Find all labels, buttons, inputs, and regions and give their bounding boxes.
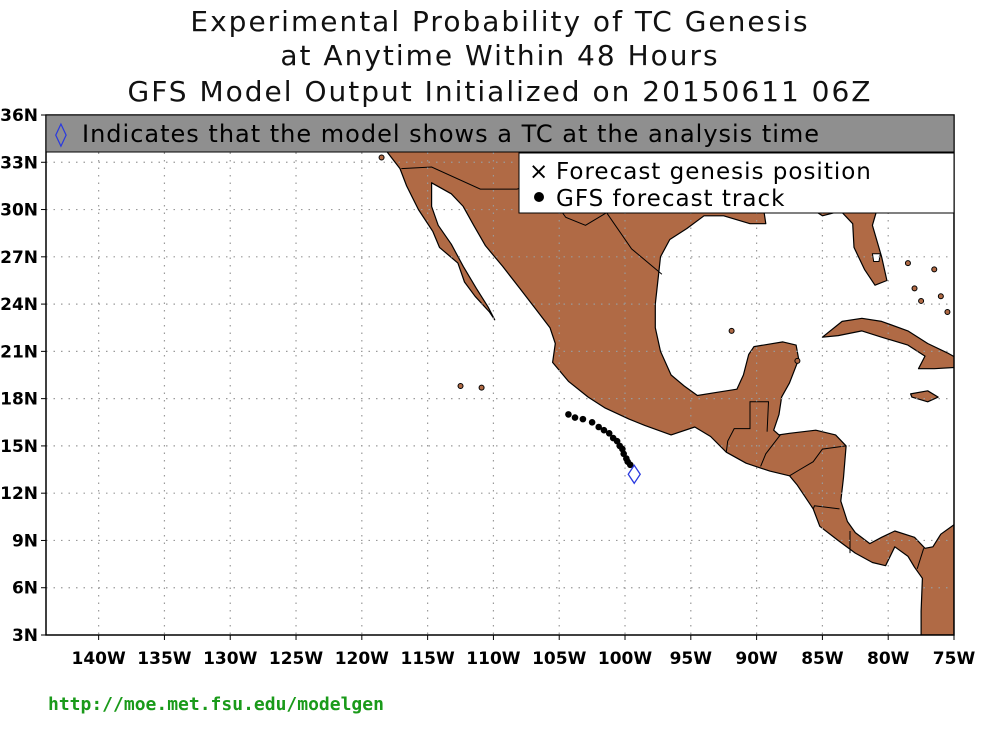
lon-tick-label: 120W <box>335 649 389 669</box>
cuba-island <box>821 317 954 370</box>
small-island-9 <box>478 384 485 391</box>
forecast-track-layer <box>565 411 642 485</box>
small-island-6 <box>378 154 385 161</box>
lon-tick-label: 105W <box>532 649 586 669</box>
lon-tick-label: 90W <box>735 649 778 669</box>
track-point <box>579 415 587 423</box>
lon-tick-label: 135W <box>137 649 191 669</box>
small-island-3 <box>944 308 951 315</box>
longitude-labels: 140W 135W 130W 125W 120W 115W 110W 105W 100W 95W 9… <box>72 635 976 669</box>
border-line-6 <box>916 548 925 569</box>
lon-tick-label: 125W <box>269 649 323 669</box>
legend-track-label: GFS forecast track <box>556 186 785 212</box>
source-url-link[interactable]: http://moe.met.fsu.edu/modelgen <box>48 694 384 715</box>
lat-tick-label: 27N <box>0 248 38 268</box>
small-island-10 <box>794 357 801 364</box>
track-point <box>565 411 572 418</box>
lat-tick-label: 21N <box>0 342 38 362</box>
diamond-icon: ◊ <box>55 120 68 148</box>
small-island-2 <box>937 293 944 300</box>
map-figure: ◊ Indicates that the model shows a TC at… <box>0 106 1000 669</box>
hispaniola-island <box>959 367 1000 402</box>
small-island-8 <box>457 383 464 390</box>
lat-tick-label: 6N <box>12 579 38 599</box>
track-point <box>600 426 608 434</box>
latitude-labels: 36N 33N 30N 27N 24N 21N 18N 15N 12N 9N 6N 3N <box>0 106 46 646</box>
title-line-3: GFS Model Output Initialized on 20150611… <box>127 75 873 108</box>
small-island-1 <box>918 297 925 304</box>
lat-tick-label: 33N <box>0 153 38 173</box>
north-america-landmass <box>341 115 954 635</box>
banner-text: Indicates that the model shows a TC at t… <box>82 120 820 148</box>
track-point <box>605 430 613 437</box>
lat-tick-label: 30N <box>0 201 38 221</box>
track-point <box>588 418 596 426</box>
border-line-1 <box>725 401 770 453</box>
track-point <box>626 461 634 469</box>
lon-tick-label: 130W <box>203 649 257 669</box>
small-island-0 <box>911 285 918 292</box>
small-island-5 <box>931 266 938 273</box>
track-point <box>595 423 602 431</box>
border-line-4 <box>812 505 840 510</box>
title-line-1: Experimental Probability of TC Genesis <box>190 5 810 38</box>
legend: × Forecast genesis position GFS forecast… <box>518 152 955 214</box>
title-line-2: at Anytime Within 48 Hours <box>280 39 720 72</box>
lat-tick-label: 9N <box>12 531 38 551</box>
lon-tick-label: 80W <box>867 649 910 669</box>
analysis-banner: ◊ Indicates that the model shows a TC at… <box>45 114 955 153</box>
lat-tick-label: 12N <box>0 484 38 504</box>
grid-lines <box>46 115 954 635</box>
lon-tick-label: 95W <box>670 649 713 669</box>
lat-tick-label: 15N <box>0 437 38 457</box>
cross-icon: × <box>529 159 549 185</box>
small-island-4 <box>904 260 911 267</box>
lat-tick-label: 36N <box>0 106 38 126</box>
analysis-diamond-marker <box>627 464 642 485</box>
lon-tick-label: 100W <box>598 649 652 669</box>
lon-tick-label: 115W <box>400 649 454 669</box>
lake-okeechobee <box>871 253 881 262</box>
border-line-3 <box>789 445 847 477</box>
border-line-2 <box>760 434 781 467</box>
lat-tick-label: 24N <box>0 295 38 315</box>
lon-tick-label: 140W <box>72 649 126 669</box>
lon-tick-label: 85W <box>801 649 844 669</box>
lon-tick-label: 75W <box>933 649 976 669</box>
small-island-11 <box>728 327 735 334</box>
lon-tick-label: 110W <box>466 649 520 669</box>
legend-genesis-label: Forecast genesis position <box>556 159 872 185</box>
lat-tick-label: 3N <box>12 626 38 646</box>
lat-tick-label: 18N <box>0 390 38 410</box>
dot-icon <box>534 192 544 202</box>
track-point <box>571 414 579 421</box>
